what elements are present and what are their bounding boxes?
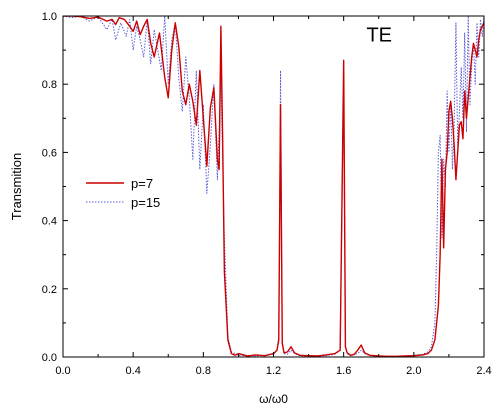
y-tick-label: 1.0 [42,11,57,23]
y-tick-label: 0.8 [42,79,57,91]
x-tick-label: 2.0 [406,365,421,377]
x-axis-label: ω/ω0 [259,392,288,406]
x-tick-label: 0.8 [196,365,211,377]
legend-label: p=15 [131,195,160,210]
chart-annotation: TE [366,25,392,47]
x-tick-label: 2.4 [476,365,491,377]
legend: p=7 p=15 [86,176,160,210]
x-tick-label: 1.2 [266,365,281,377]
axes-layer: 0.0 0.4 0.8 1.2 1.6 2.0 2.4 0.0 0.2 0.4 0.6 0.8 1.0 [42,11,492,377]
x-tick-label: 0.0 [55,365,70,377]
y-tick-label: 0.6 [42,147,57,159]
series-layer [63,16,484,357]
y-tick-label: 0.0 [42,352,57,364]
series-line-p=7 [63,16,484,357]
legend-label: p=7 [131,176,153,191]
y-tick-label: 0.4 [42,216,57,228]
x-tick-label: 0.4 [126,365,141,377]
y-axis-label: Transmition [9,153,24,220]
y-tick-label: 0.2 [42,284,57,296]
series-line-p=15 [63,16,484,357]
plot-frame [62,15,485,358]
x-tick-label: 1.6 [336,365,351,377]
